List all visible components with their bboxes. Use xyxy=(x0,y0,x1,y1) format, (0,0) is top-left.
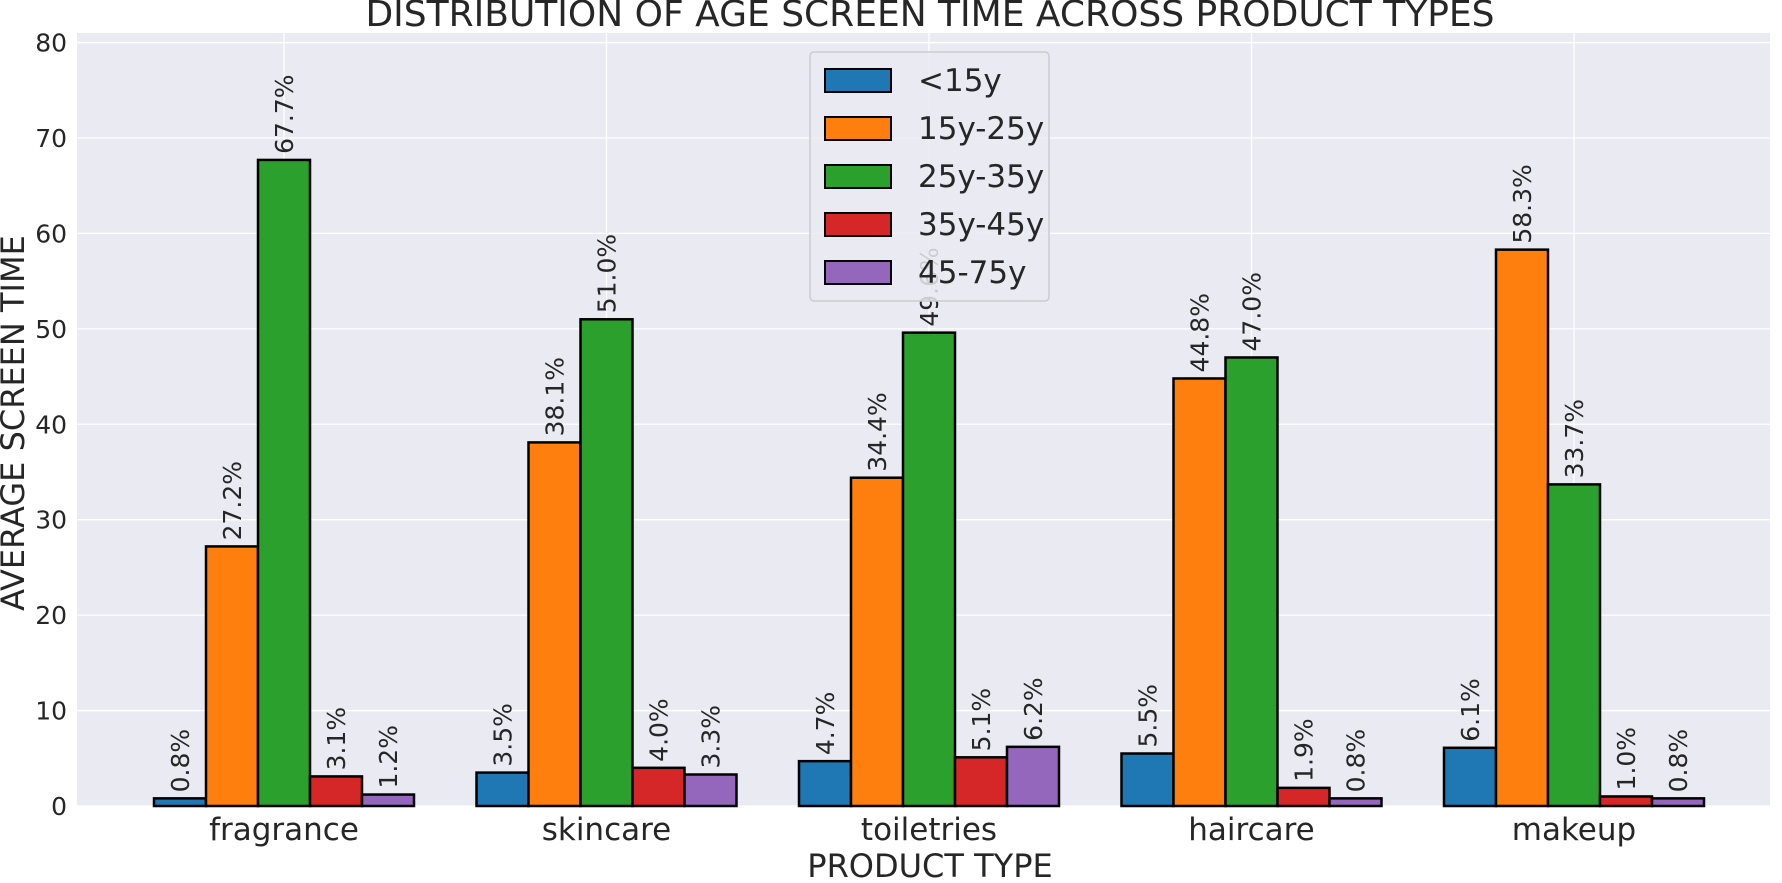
data-labels: 0.8% 3.5% 4.7% 5.5% 6.1% 27.2% 38.1% 34.4% 44.8%… xyxy=(166,75,1693,793)
bar xyxy=(1276,786,1331,808)
data-label: 44.8% xyxy=(1186,293,1215,372)
y-axis-label: AVERAGE SCREEN TIME xyxy=(0,235,32,611)
data-label: 5.5% xyxy=(1134,684,1163,748)
legend-box xyxy=(809,51,1050,302)
y-tick-label: 20 xyxy=(35,601,67,630)
x-tick-label: toiletries xyxy=(861,812,997,848)
data-label: 6.1% xyxy=(1456,678,1485,742)
data-label: 1.2% xyxy=(374,725,403,789)
bar xyxy=(1120,752,1175,808)
legend-swatch xyxy=(824,116,892,141)
data-label: 3.1% xyxy=(322,707,351,771)
data-label: 1.9% xyxy=(1290,718,1319,782)
bar xyxy=(849,476,905,808)
y-tick-label: 40 xyxy=(35,410,67,439)
legend-label: <15y xyxy=(918,63,1002,99)
bar xyxy=(683,773,738,808)
y-tick-label: 80 xyxy=(35,29,67,58)
x-tick-label: skincare xyxy=(542,812,672,848)
y-tick-label: 0 xyxy=(51,792,67,821)
data-label: 3.3% xyxy=(697,705,726,769)
y-tick-label: 60 xyxy=(35,219,67,248)
bar xyxy=(1005,745,1061,808)
legend-swatch xyxy=(824,260,892,285)
bar xyxy=(1328,797,1383,808)
chart-title: DISTRIBUTION OF AGE SCREEN TIME ACROSS P… xyxy=(365,0,1494,35)
data-label: 33.7% xyxy=(1560,399,1589,478)
data-label: 51.0% xyxy=(593,234,622,313)
x-tick-label: haircare xyxy=(1188,812,1315,848)
data-label: 0.8% xyxy=(1342,729,1371,793)
data-label: 1.0% xyxy=(1612,727,1641,791)
data-label: 0.8% xyxy=(1664,729,1693,793)
bar xyxy=(631,766,686,808)
legend-label: 45-75y xyxy=(918,255,1026,291)
y-tick-label: 30 xyxy=(35,506,67,535)
legend-label: 25y-35y xyxy=(918,159,1044,195)
x-axis-ticks: fragrance skincare toiletries haircare makeu… xyxy=(209,812,1636,848)
bar xyxy=(1494,248,1550,808)
bar xyxy=(360,793,416,808)
bar xyxy=(797,759,853,808)
y-tick-label: 70 xyxy=(35,124,67,153)
data-label: 47.0% xyxy=(1238,272,1267,351)
bar xyxy=(1546,483,1602,808)
data-label: 4.0% xyxy=(645,698,674,762)
legend-swatch xyxy=(824,212,892,237)
bar xyxy=(579,318,634,808)
x-axis-label: PRODUCT TYPE xyxy=(807,847,1052,883)
legend: <15y 15y-25y 25y-35y 35y-45y 45-75y xyxy=(809,51,1050,302)
legend-label: 35y-45y xyxy=(918,207,1044,243)
bar xyxy=(1224,356,1279,808)
bar xyxy=(204,545,260,808)
bar xyxy=(527,441,582,808)
bar xyxy=(256,158,312,808)
legend-label: 15y-25y xyxy=(918,111,1044,147)
data-label: 27.2% xyxy=(218,461,247,540)
bars xyxy=(152,158,1706,808)
data-label: 58.3% xyxy=(1508,164,1537,243)
data-label: 0.8% xyxy=(166,729,195,793)
data-label: 67.7% xyxy=(270,75,299,154)
bar xyxy=(152,797,208,808)
bar xyxy=(953,756,1009,808)
bar xyxy=(475,771,530,808)
data-label: 6.2% xyxy=(1019,677,1048,741)
x-tick-label: fragrance xyxy=(209,812,359,848)
bar xyxy=(901,331,957,808)
data-label: 38.1% xyxy=(541,357,570,436)
bar xyxy=(1598,795,1654,808)
bar xyxy=(308,775,364,808)
y-tick-label: 50 xyxy=(35,315,67,344)
y-tick-label: 10 xyxy=(35,697,67,726)
data-label: 34.4% xyxy=(863,392,892,471)
bar xyxy=(1172,377,1227,808)
bar xyxy=(1650,797,1706,808)
data-label: 5.1% xyxy=(967,688,996,752)
data-label: 4.7% xyxy=(811,692,840,756)
data-label: 3.5% xyxy=(489,703,518,767)
legend-swatch xyxy=(824,68,892,93)
bar xyxy=(1442,746,1498,808)
legend-swatch xyxy=(824,164,892,189)
x-tick-label: makeup xyxy=(1512,812,1636,848)
y-axis-ticks: 0 10 20 30 40 50 60 70 80 xyxy=(35,29,67,821)
